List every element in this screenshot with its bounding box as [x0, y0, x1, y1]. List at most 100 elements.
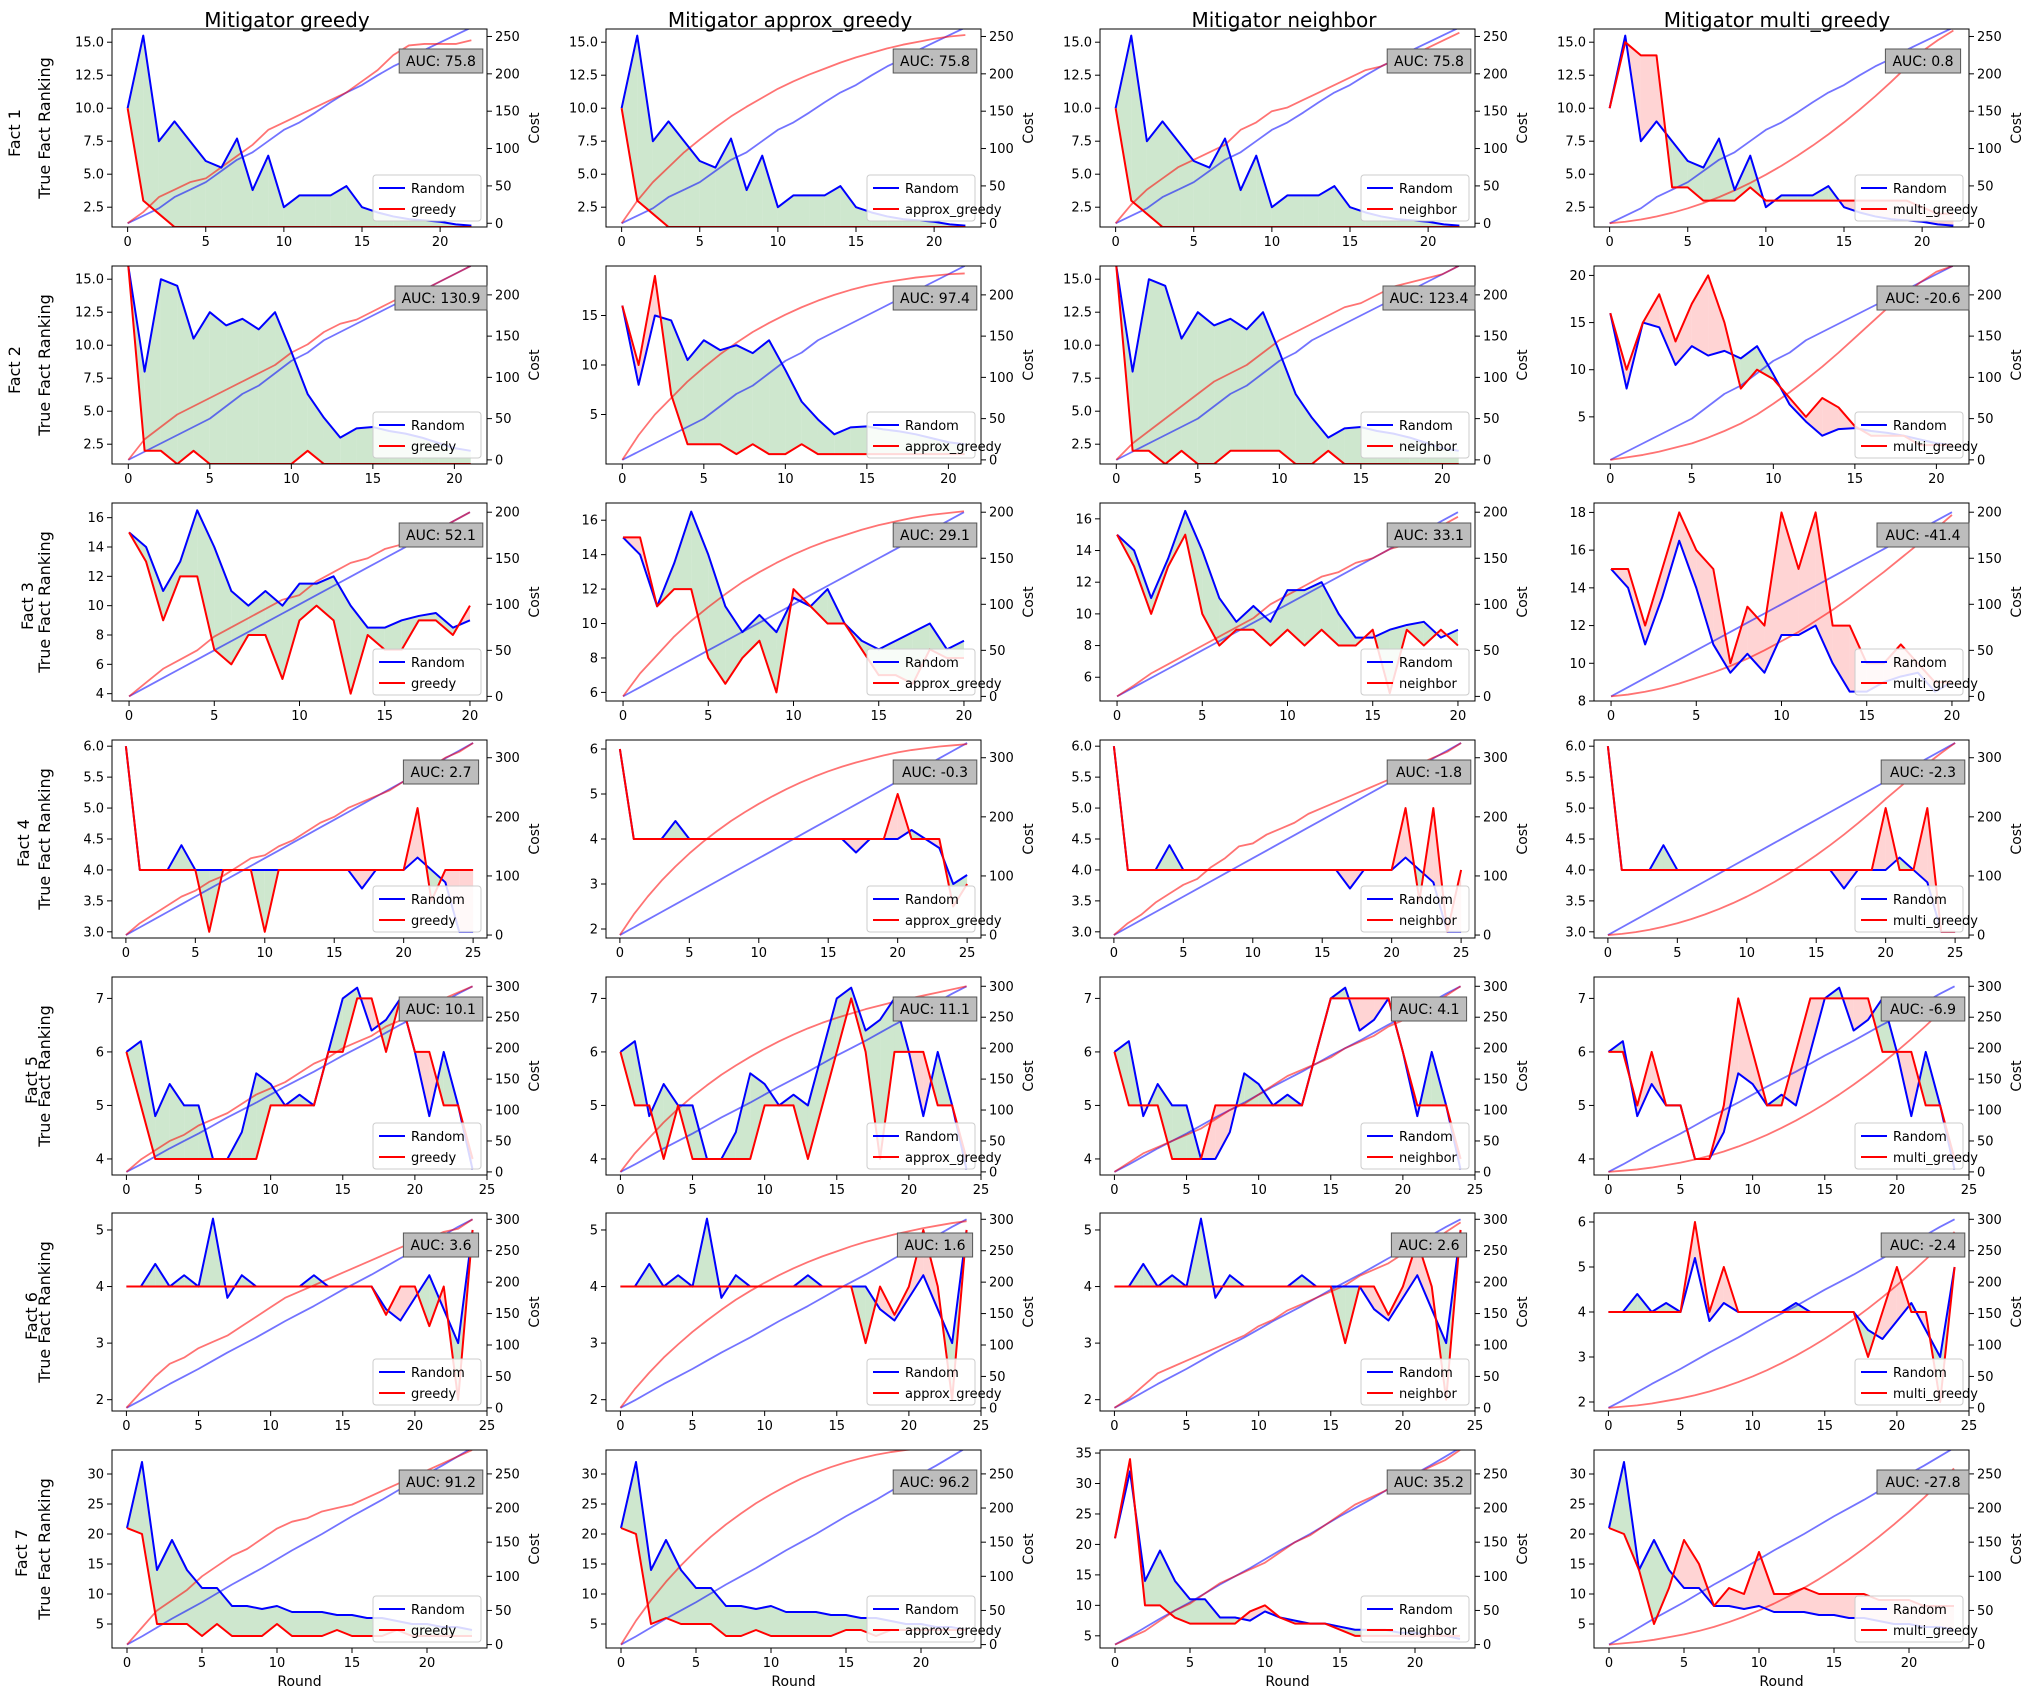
y-tick-label: 15 [581, 1558, 598, 1573]
y2-axis-label: Cost [1021, 1533, 1037, 1565]
x-tick-label: 25 [973, 1419, 990, 1434]
legend: Random greedy [372, 1122, 482, 1170]
y2-tick-label: 200 [495, 810, 520, 825]
y-tick-label: 10 [1075, 607, 1092, 622]
y-axis-ticks: 3.0 3.5 4.0 4.5 5.0 5.5 6.0 [1071, 740, 1100, 940]
y-tick-label: 10 [581, 617, 598, 632]
y-tick-label: 2 [96, 1393, 104, 1408]
x-axis-ticks: 0 5 10 15 20 [617, 1648, 929, 1671]
y2-axis-label: Cost [1515, 349, 1531, 381]
y-tick-label: 8 [590, 651, 598, 666]
gain-fill [184, 1105, 199, 1159]
gain-fill [666, 1540, 681, 1624]
y2-tick-label: 100 [989, 869, 1014, 884]
y2-tick-label: 50 [1483, 179, 1500, 194]
gain-fill [1148, 279, 1166, 464]
gain-fill [307, 1612, 322, 1636]
auc-label: AUC: 11.1 [900, 1002, 970, 1018]
gain-fill [217, 1588, 232, 1636]
loss-fill [1822, 398, 1839, 436]
y2-tick-label: 150 [989, 1073, 1014, 1088]
auc-annotation: AUC: 75.8 [398, 48, 484, 74]
gain-fill [696, 1588, 711, 1624]
y-tick-label: 10 [581, 359, 598, 374]
y-tick-label: 2 [590, 1393, 598, 1408]
y-tick-label: 16 [87, 511, 104, 526]
y2-axis-label: Cost [1515, 1533, 1531, 1565]
x-axis-ticks: 0 5 10 15 20 25 [1110, 1175, 1483, 1198]
mitigator-ranking-line [127, 266, 471, 464]
y2-axis-ticks: 0 50 100 150 200 250 300 [1475, 980, 1508, 1180]
row-label: Fact 2 [5, 346, 24, 394]
chart-panel: 0 5 10 15 20 2.5 5.0 7.5 10.0 12.5 15.0 0 50 100 150 20… [1063, 28, 1531, 250]
y2-tick-label: 150 [1977, 105, 2002, 120]
y2-axis-label: Cost [1515, 112, 1531, 144]
y2-axis-ticks: 0 50 100 150 200 [1969, 506, 2002, 705]
legend-label-random: Random [905, 1366, 959, 1381]
y-tick-label: 2.5 [83, 438, 104, 453]
y2-tick-label: 300 [1483, 1213, 1508, 1228]
gain-fill [1162, 121, 1179, 227]
legend-label-mitigator: neighbor [1399, 440, 1458, 455]
auc-box [398, 48, 484, 74]
gain-fill [241, 1073, 257, 1159]
row-label: Fact 4 [14, 819, 33, 867]
y2-tick-label: 50 [1977, 1604, 1994, 1619]
gain-fill [172, 1540, 187, 1624]
y2-tick-label: 50 [989, 1370, 1006, 1385]
x-tick-label: 10 [1773, 709, 1790, 724]
x-axis-ticks: 0 5 10 15 20 25 [1604, 938, 1963, 961]
x-tick-label: 10 [785, 709, 802, 724]
loss-fill [1659, 294, 1676, 365]
mitigator-ranking-line [128, 531, 471, 695]
legend-label-mitigator: multi_greedy [1893, 1387, 1978, 1402]
y2-axis-ticks: 0 50 100 150 200 [981, 288, 1014, 468]
gain-fill [1406, 621, 1424, 646]
x-tick-label: 10 [1744, 1183, 1761, 1198]
y-tick-label: 5 [1084, 1099, 1092, 1114]
y2-tick-label: 0 [1977, 1401, 1985, 1416]
gain-fill [651, 1084, 664, 1159]
x-tick-label: 5 [1688, 472, 1696, 487]
y2-axis-ticks: 0 50 100 150 200 [487, 506, 520, 705]
x-axis-ticks: 0 5 10 15 20 [1113, 701, 1466, 724]
auc-annotation: AUC: 2.7 [402, 759, 480, 785]
y2-tick-label: 100 [1483, 1104, 1508, 1119]
gain-fill [822, 998, 837, 1106]
legend-label-random: Random [411, 1603, 465, 1618]
y2-tick-label: 250 [1483, 1011, 1508, 1026]
y-tick-label: 5.0 [83, 168, 104, 183]
gain-fill [275, 312, 292, 464]
y2-tick-label: 50 [1977, 179, 1994, 194]
y-tick-label: 12.5 [75, 306, 104, 321]
chart-panel: 0 5 10 15 20 5 10 15 20 25 30 0 50 100 150 200 250 Cost Ro… [581, 1449, 1037, 1690]
mitigator-cost-line [619, 1220, 967, 1409]
y-axis-ticks: 2 3 4 5 [590, 1223, 606, 1408]
auc-box [1880, 759, 1966, 785]
y2-tick-label: 200 [989, 1502, 1014, 1517]
y2-tick-label: 100 [989, 1339, 1014, 1354]
y-axis-ticks: 5 10 15 20 25 30 [87, 1468, 112, 1633]
y2-tick-label: 50 [495, 644, 512, 659]
x-tick-label: 0 [1110, 946, 1118, 961]
auc-box [1390, 996, 1468, 1022]
x-tick-label: 15 [848, 235, 865, 250]
loss-fill [1798, 512, 1816, 635]
x-tick-label: 10 [756, 1183, 773, 1198]
y-tick-label: 5 [590, 788, 598, 803]
gain-fill [1344, 427, 1361, 464]
y-tick-label: 8 [96, 629, 104, 644]
chart-panel: 0 5 10 15 20 6 8 10 12 14 16 0 50 100 150 200 Cost AUC: 3… [1075, 502, 1531, 724]
x-axis-ticks: 0 5 10 15 20 25 [122, 938, 481, 961]
mitigator-ranking-line [1113, 997, 1462, 1160]
y2-tick-label: 50 [495, 412, 512, 427]
y2-tick-label: 0 [989, 1165, 997, 1180]
x-axis-ticks: 0 5 10 15 20 [125, 701, 478, 724]
y-tick-label: 10.0 [1557, 102, 1586, 117]
mitigator-cost-line [621, 272, 965, 461]
x-tick-label: 5 [1179, 946, 1187, 961]
legend: Random neighbor [1360, 1595, 1470, 1643]
auc-fill-area [128, 266, 471, 464]
y-axis-label: True Fact Ranking [35, 768, 54, 910]
gain-fill [793, 195, 810, 227]
